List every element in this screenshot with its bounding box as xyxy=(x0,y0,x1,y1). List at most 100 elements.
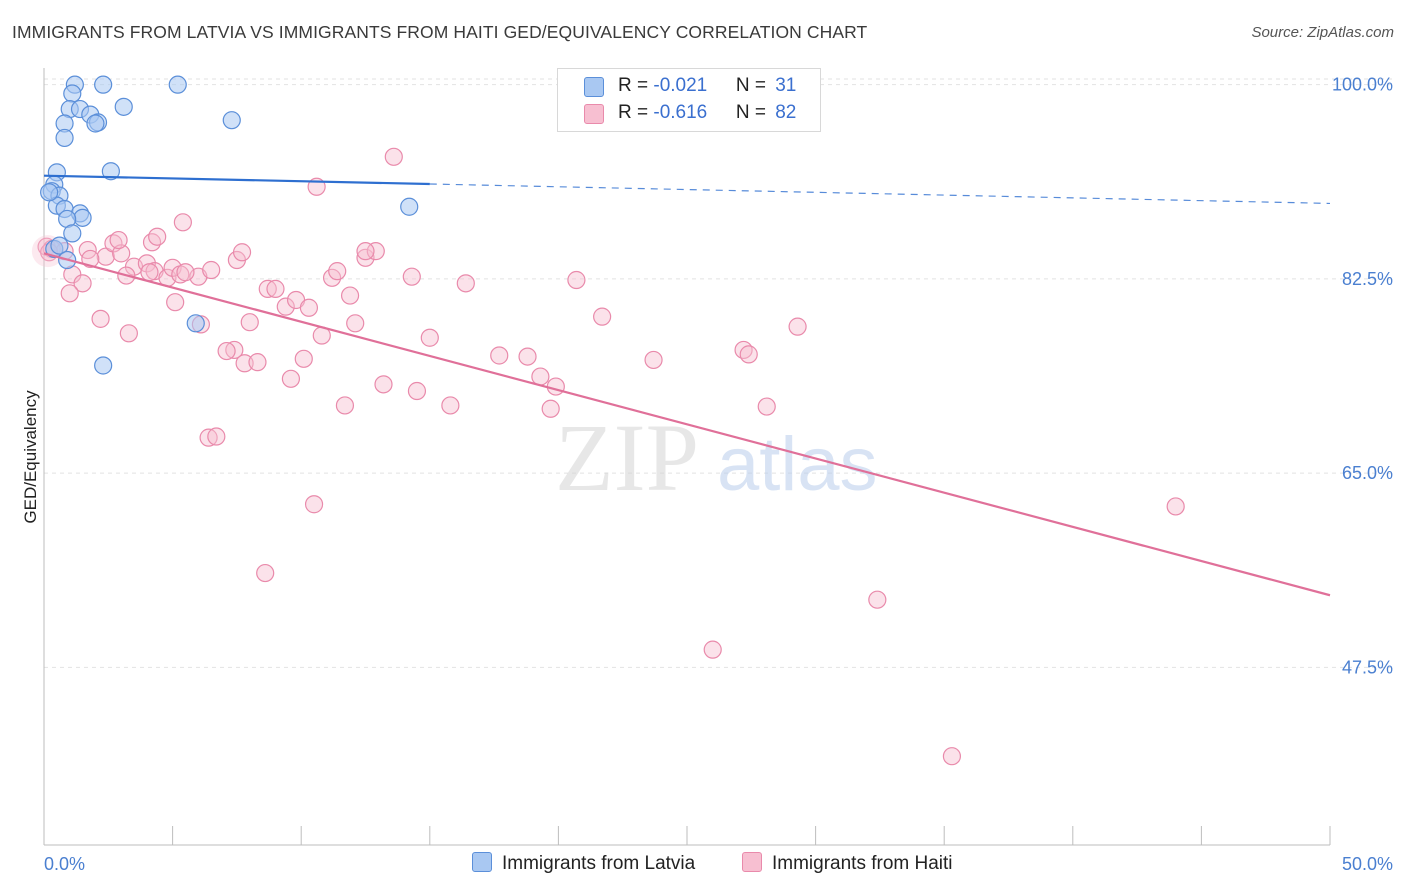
haiti-point xyxy=(304,495,324,514)
latvia-point xyxy=(40,183,59,202)
haiti-point xyxy=(788,317,807,336)
latvia-point xyxy=(55,128,74,148)
haiti-point xyxy=(490,346,509,365)
bottom-legend-swatch-haiti xyxy=(742,852,762,872)
haiti-point xyxy=(256,563,275,583)
watermark-zip: ZIP xyxy=(555,404,699,511)
haiti-point xyxy=(567,270,586,290)
haiti-point xyxy=(258,279,277,298)
haiti-point xyxy=(942,747,962,766)
latvia-point xyxy=(114,97,133,116)
legend-swatch-latvia xyxy=(584,77,604,97)
haiti-point xyxy=(518,347,537,366)
x-tick-label-max: 50.0% xyxy=(1342,854,1393,874)
y-axis-title: GED/Equivalency xyxy=(21,390,40,524)
chart-title: IMMIGRANTS FROM LATVIA VS IMMIGRANTS FRO… xyxy=(12,22,868,42)
haiti-point xyxy=(81,249,100,269)
legend-haiti-n-label: N = xyxy=(735,102,772,123)
haiti-point xyxy=(868,590,887,609)
bottom-legend-label-latvia: Immigrants from Latvia xyxy=(502,853,696,874)
watermark: ZIP atlas xyxy=(555,404,878,511)
bottom-legend-haiti: Immigrants from Haiti xyxy=(742,852,953,875)
haiti-point xyxy=(407,381,427,401)
haiti-point xyxy=(703,640,722,659)
haiti-point xyxy=(266,279,285,298)
latvia-trend-line xyxy=(43,174,430,186)
latvia-point xyxy=(94,75,113,94)
haiti-point xyxy=(644,350,663,370)
haiti-point xyxy=(140,263,159,282)
haiti-point xyxy=(91,309,110,328)
haiti-point xyxy=(112,244,131,263)
haiti-point xyxy=(232,243,252,262)
haiti-point xyxy=(328,262,347,281)
legend-swatch-haiti xyxy=(584,104,604,124)
latvia-point xyxy=(86,114,105,133)
latvia-point xyxy=(400,197,419,216)
y-tick-label: 65.0% xyxy=(1342,463,1393,483)
haiti-point xyxy=(166,293,185,312)
haiti-point xyxy=(225,340,244,360)
legend-latvia-r-label: R = xyxy=(618,75,654,96)
latvia-point xyxy=(168,75,187,94)
haiti-point xyxy=(384,147,403,166)
haiti-point xyxy=(356,242,375,261)
haiti-point xyxy=(1166,497,1185,516)
latvia-point xyxy=(222,111,241,130)
y-tick-label: 47.5% xyxy=(1342,657,1393,677)
haiti-point xyxy=(142,233,162,252)
haiti-point xyxy=(402,267,421,286)
y-tick-labels: 100.0% 82.5% 65.0% 47.5% xyxy=(1332,75,1393,678)
haiti-point xyxy=(420,328,439,347)
haiti-point xyxy=(541,399,560,418)
haiti-point xyxy=(739,345,758,364)
watermark-atlas: atlas xyxy=(717,422,878,507)
haiti-point xyxy=(217,341,236,361)
haiti-point xyxy=(456,274,475,293)
latvia-point xyxy=(50,236,69,255)
haiti-point xyxy=(207,427,226,446)
legend-haiti-r-value: -0.616 xyxy=(653,102,708,123)
haiti-point xyxy=(757,397,776,416)
trend-lines xyxy=(43,174,1331,597)
legend-latvia-r-value: -0.021 xyxy=(653,75,708,96)
haiti-point xyxy=(173,213,192,232)
legend-latvia-n-label: N = xyxy=(735,75,772,96)
haiti-point xyxy=(202,260,221,280)
legend-latvia-n-value: 31 xyxy=(775,75,797,96)
haiti-point xyxy=(276,297,295,316)
legend-haiti-n-value: 82 xyxy=(775,102,797,123)
haiti-point xyxy=(109,230,128,250)
latvia-trend-line-extrapolated xyxy=(429,183,1331,205)
haiti-trend-line xyxy=(43,252,1331,597)
bottom-legend-swatch-latvia xyxy=(472,852,492,872)
haiti-point xyxy=(104,234,123,253)
latvia-point xyxy=(63,224,82,243)
haiti-point xyxy=(235,354,254,373)
stats-legend: R = -0.021 N = 31 R = -0.616 N = 82 xyxy=(557,68,821,132)
latvia-point xyxy=(63,84,82,103)
haiti-point xyxy=(340,286,360,305)
latvia-point xyxy=(94,356,113,375)
haiti-point xyxy=(335,396,355,415)
haiti-point xyxy=(73,274,92,293)
x-ticks xyxy=(43,826,1331,845)
haiti-point xyxy=(281,369,301,388)
haiti-point xyxy=(346,314,365,333)
haiti-point xyxy=(299,298,319,317)
gridlines xyxy=(44,78,1393,668)
haiti-point xyxy=(356,248,375,267)
haiti-point xyxy=(366,242,385,261)
bottom-legend-label-haiti: Immigrants from Haiti xyxy=(772,853,953,874)
latvia-point xyxy=(101,162,120,181)
haiti-point xyxy=(176,263,195,282)
haiti-point xyxy=(199,428,218,447)
haiti-point xyxy=(240,313,259,332)
latvia-points xyxy=(40,75,419,375)
haiti-point xyxy=(441,396,460,415)
haiti-point xyxy=(119,324,138,343)
legend-haiti-r-label: R = xyxy=(618,102,654,123)
haiti-point xyxy=(294,349,313,368)
haiti-point xyxy=(148,227,167,246)
